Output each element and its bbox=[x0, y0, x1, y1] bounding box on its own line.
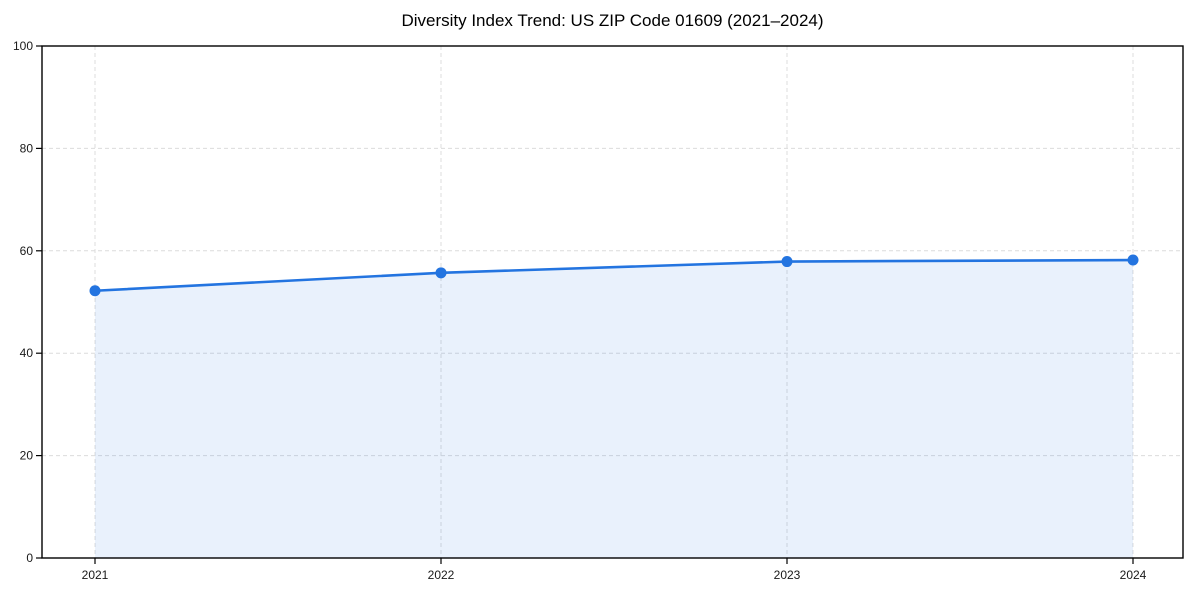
data-point bbox=[1127, 254, 1139, 266]
y-tick-label: 40 bbox=[20, 346, 34, 360]
y-tick-label: 100 bbox=[13, 39, 33, 53]
y-tick-label: 60 bbox=[20, 244, 34, 258]
data-point bbox=[435, 267, 447, 279]
y-tick-label: 20 bbox=[20, 449, 34, 463]
x-tick-label: 2023 bbox=[774, 568, 801, 582]
plot-border bbox=[41, 45, 1184, 559]
data-point bbox=[781, 256, 793, 268]
trend-line bbox=[93, 258, 1135, 293]
area-fill bbox=[95, 260, 1133, 558]
x-tick-label: 2022 bbox=[428, 568, 455, 582]
x-tick-label: 2021 bbox=[82, 568, 109, 582]
y-tick-label: 80 bbox=[20, 141, 34, 155]
data-point bbox=[89, 285, 101, 297]
y-tick-label: 0 bbox=[26, 551, 33, 565]
x-tick-label: 2024 bbox=[1120, 568, 1147, 582]
chart-title: Diversity Index Trend: US ZIP Code 01609… bbox=[401, 11, 824, 30]
